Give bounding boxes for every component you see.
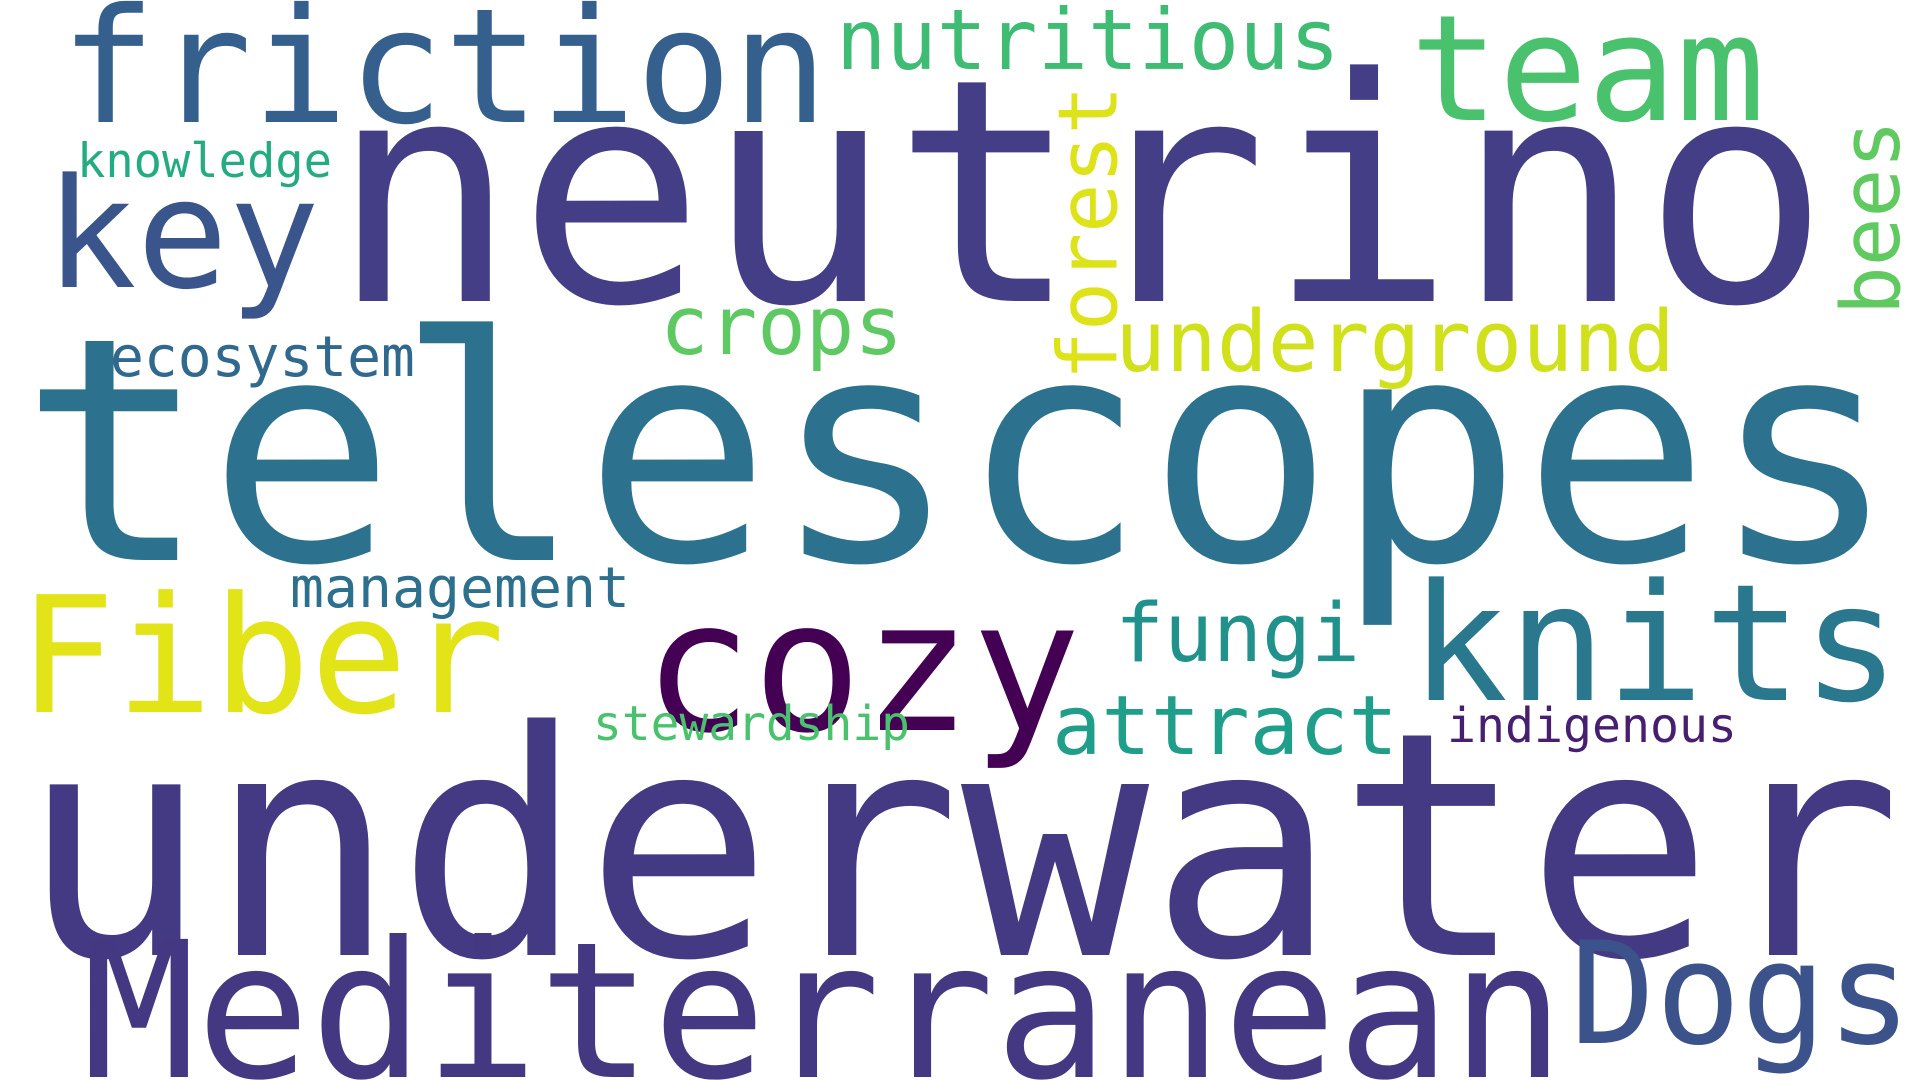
word-stewardship: stewardship — [593, 697, 910, 753]
word-team: team — [1410, 0, 1765, 156]
word-ecosystem: ecosystem — [110, 325, 415, 391]
word-underwater: underwater — [20, 665, 1902, 1030]
word-underground: underground — [1115, 293, 1675, 392]
word-telescopes: telescopes — [20, 269, 1898, 634]
word-nutritious: nutritious — [836, 0, 1340, 90]
word-indigenous: indigenous — [1447, 698, 1737, 755]
word-knits: knits — [1410, 549, 1900, 739]
word-dogs: Dogs — [1570, 911, 1912, 1077]
word-fiber: Fiber — [18, 562, 505, 751]
word-crops: crops — [660, 280, 903, 375]
word-neutrino: neutrino — [330, 13, 1830, 376]
word-friction: friction — [60, 0, 828, 160]
word-fungi: fungi — [1115, 585, 1360, 681]
word-management: management — [290, 555, 630, 621]
word-key: key — [45, 145, 320, 323]
word-bees: bees — [1825, 119, 1920, 315]
word-cozy: cozy — [643, 560, 1081, 773]
word-knowledge: knowledge — [77, 134, 332, 190]
word-attract: attract — [1052, 679, 1398, 775]
word-mediterranean: Mediterranean — [82, 900, 1565, 1080]
